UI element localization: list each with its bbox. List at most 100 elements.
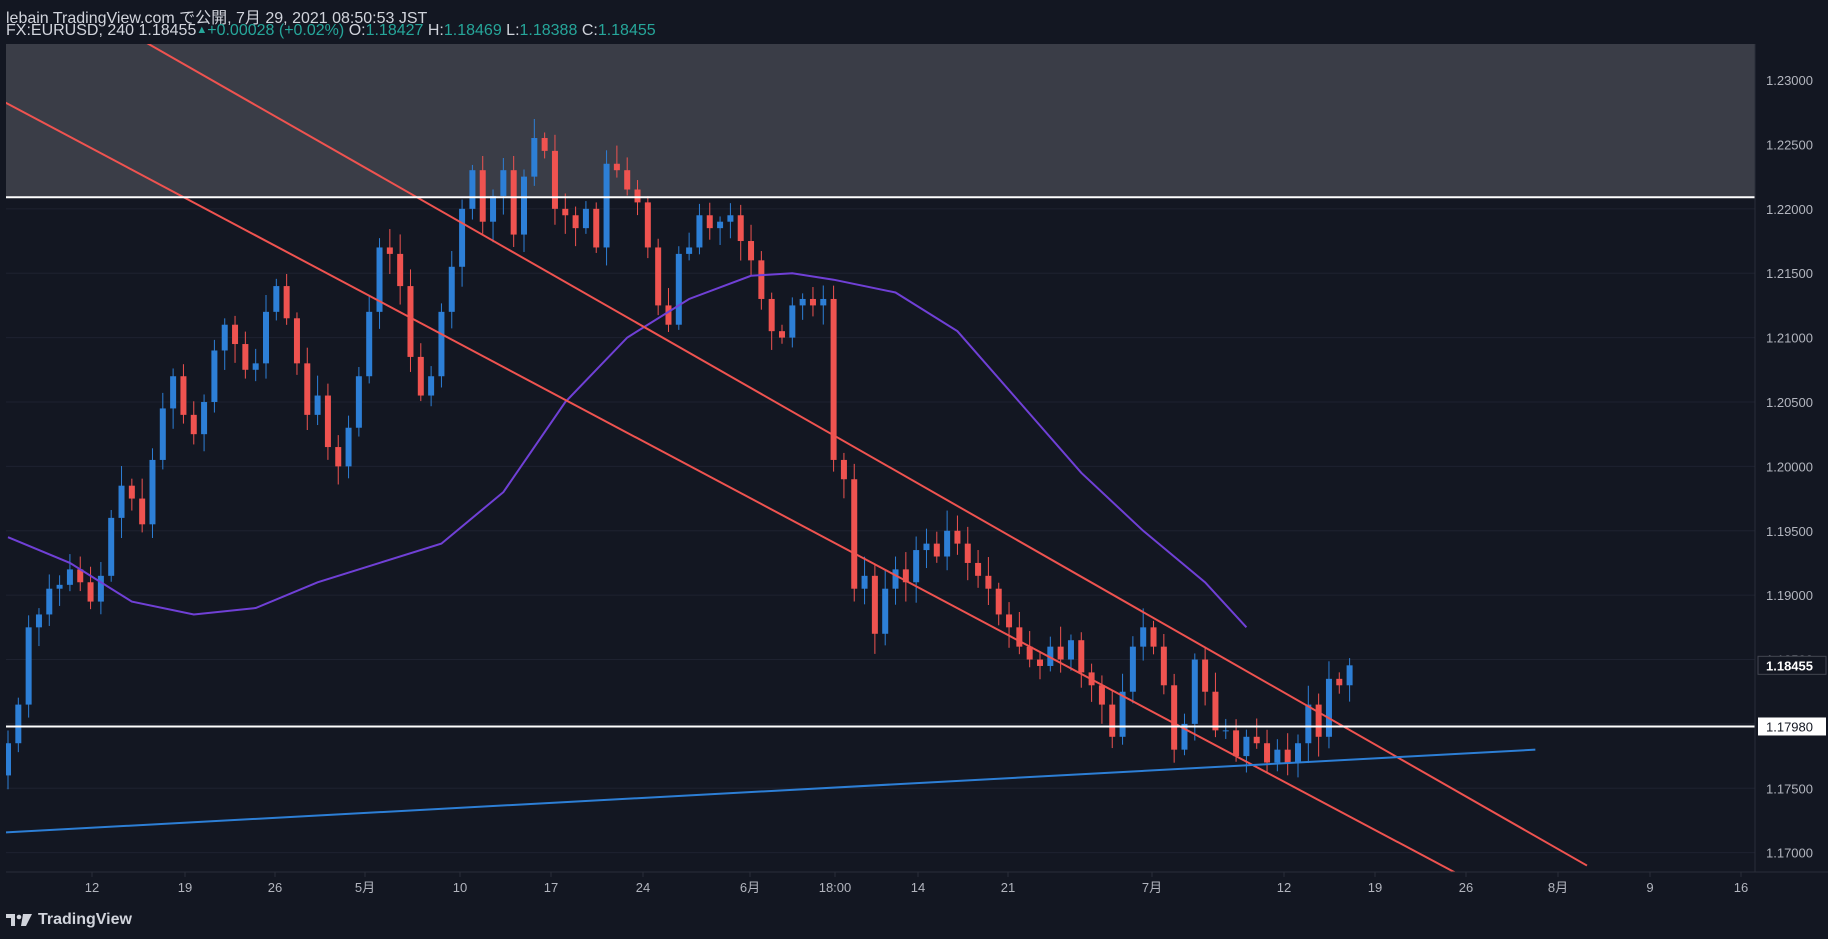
time-tick-label: 6月 (740, 880, 760, 895)
time-tick-label: 9 (1646, 880, 1653, 895)
price-tick-label: 1.22500 (1766, 137, 1813, 152)
candle-body (717, 221, 724, 229)
time-tick-label: 10 (453, 880, 467, 895)
candle-body (1171, 685, 1178, 750)
drawn-lines[interactable] (0, 29, 1828, 900)
candle-body (892, 569, 899, 589)
candle-body (273, 286, 280, 312)
candle-body (779, 331, 785, 338)
trend-line (6, 748, 1536, 834)
candle-body (428, 376, 435, 396)
low-label: L: (506, 22, 520, 39)
time-tick-label: 19 (1368, 880, 1382, 895)
candle-body (108, 517, 115, 576)
time-tick-label: 24 (636, 880, 650, 895)
price-tick-label: 1.17000 (1766, 846, 1813, 861)
candle-body (1150, 627, 1157, 647)
price-tick-label: 1.19500 (1766, 524, 1813, 539)
high-value: 1.18469 (443, 22, 502, 39)
candle-body (706, 215, 713, 229)
candle-body (293, 318, 300, 364)
candle-body (324, 395, 331, 448)
candle-body (1078, 640, 1085, 673)
candle-body (438, 311, 445, 377)
candle-body (644, 202, 651, 248)
high-label: H: (427, 22, 444, 39)
price-tick-label: 1.20000 (1766, 459, 1813, 474)
candle-body (397, 253, 404, 287)
candle-body (335, 447, 342, 467)
candle-body (170, 376, 177, 409)
candle-body (211, 350, 218, 402)
price-tick-label: 1.19000 (1766, 588, 1813, 603)
last-price: 1.18455 (138, 22, 197, 39)
moving-average-line (7, 272, 1248, 628)
candle-body (1243, 736, 1250, 757)
candle-body (128, 485, 135, 499)
candle-body (201, 401, 208, 435)
candle-body (1006, 614, 1013, 628)
candle-body (252, 363, 259, 370)
candle-body (25, 627, 32, 705)
candle-body (1253, 736, 1260, 744)
candle-body (77, 569, 84, 583)
candle-body (56, 584, 63, 589)
candle-body (603, 163, 610, 248)
candle-body (531, 138, 538, 177)
candle-body (221, 324, 228, 351)
candle-body (665, 305, 672, 325)
close-value: 1.18455 (597, 22, 656, 39)
candle-body (1264, 743, 1271, 763)
candle-body (933, 543, 940, 557)
symbol-label: FX:EURUSD, 240 (6, 22, 135, 39)
time-tick-label: 18:00 (819, 880, 852, 895)
candle-body (851, 479, 858, 589)
candle-body (655, 247, 662, 306)
candle-body (263, 311, 269, 364)
time-axis[interactable]: 12 19 26 5月 10 17 24 6月 18:00 14 21 7月 12 19 26 8月 9 16 (85, 872, 1748, 895)
candle-body (675, 253, 682, 325)
price-tags: 1.18455 1.17980 (1757, 655, 1827, 736)
candle-body (1222, 730, 1229, 732)
candle-body (737, 215, 744, 242)
candle-body (686, 247, 693, 254)
candle-body (562, 208, 569, 216)
candle-body (232, 324, 239, 345)
tradingview-logo[interactable]: TradingView (6, 911, 132, 929)
tradingview-logo-icon (6, 914, 32, 926)
time-tick-label: 26 (268, 880, 282, 895)
candle-body (417, 356, 424, 396)
publisher-line: lebain TradingView.com で公開, 7月 29, 2021 … (6, 10, 428, 27)
candle-body (1119, 691, 1126, 737)
candle-body (459, 208, 466, 267)
candle-body (118, 485, 125, 518)
candle-body (1057, 646, 1064, 660)
footer: TradingView (0, 900, 1828, 939)
price-tick-label: 1.20500 (1766, 395, 1813, 410)
candle-body (809, 298, 816, 306)
candle-body (624, 170, 631, 190)
candle-body (1212, 691, 1219, 731)
candle-body (902, 569, 909, 583)
candle-body (35, 614, 42, 628)
candle-body (1160, 646, 1167, 686)
candle-body (758, 260, 765, 299)
candle-body (1233, 730, 1240, 757)
candle-body (242, 344, 249, 370)
open-value: 1.18427 (365, 22, 424, 39)
candle-body (66, 569, 73, 585)
price-chart[interactable]: 1.23000 1.22500 1.22000 1.21500 1.21000 1.205… (0, 0, 1828, 900)
candle-body (521, 176, 527, 235)
candle-body (1129, 646, 1136, 692)
candle-body (304, 363, 311, 415)
candle-body (479, 170, 486, 222)
candle-body (727, 215, 734, 222)
channel-line (6, 101, 1457, 872)
time-tick-label: 12 (1277, 880, 1291, 895)
candle-body (582, 208, 589, 229)
candle-body (882, 588, 889, 634)
candle-body (985, 575, 992, 589)
time-tick-label: 8月 (1548, 880, 1568, 895)
price-tick-label: 1.22000 (1766, 202, 1813, 217)
price-tick-label: 1.23000 (1766, 73, 1813, 88)
